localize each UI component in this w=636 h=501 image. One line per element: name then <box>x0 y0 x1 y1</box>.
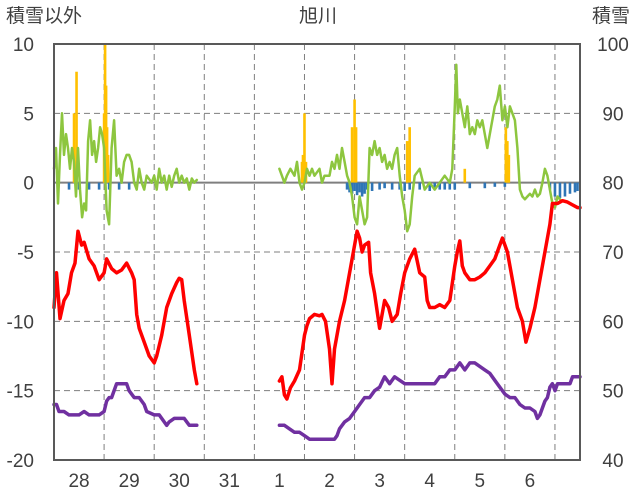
x-tick-label: 1 <box>274 471 285 492</box>
right-axis-label: 積雪 <box>592 5 630 27</box>
temperature-line <box>52 229 199 386</box>
snowfall-bar <box>105 127 109 183</box>
precip_negative-bar <box>353 182 356 191</box>
left-tick-label: -20 <box>7 451 34 472</box>
snowfall-bar <box>75 71 78 183</box>
snowfall-bar <box>303 113 306 183</box>
precip_negative-bar <box>358 182 361 193</box>
snowfall-bar <box>354 127 358 183</box>
gridlines <box>54 44 580 460</box>
snowfall-bar <box>350 127 354 183</box>
right-tick-label: 90 <box>602 104 623 125</box>
precip_negative-bar <box>363 182 366 194</box>
x-tick-label: 31 <box>219 471 240 492</box>
right-tick-label: 70 <box>602 243 623 264</box>
right-tick-label: 60 <box>602 312 623 333</box>
precip_negative-bar <box>493 182 497 187</box>
precip_negative-bar <box>350 182 354 194</box>
precip_negative-bar <box>453 182 457 190</box>
snowfall-bar <box>408 127 411 183</box>
left-tick-label: 5 <box>23 104 34 125</box>
precip_negative-bar <box>97 182 101 190</box>
left-tick-label: -10 <box>7 312 34 333</box>
precip_negative-bar <box>576 182 579 191</box>
precip_negative-bar <box>345 182 349 190</box>
x-tick-label: 30 <box>169 471 190 492</box>
precip_negative-bar <box>398 182 401 190</box>
precip_negative-bar <box>87 182 91 190</box>
precip_negative-bar <box>438 182 442 190</box>
left-tick-label: -15 <box>7 382 34 403</box>
left-tick-label: -5 <box>17 243 34 264</box>
precip_negative-bar <box>443 182 447 190</box>
snowfall-bar <box>504 127 508 183</box>
x-tick-label: 5 <box>475 471 486 492</box>
precip_negative-bar <box>355 182 359 196</box>
precip_negative-bar <box>468 182 472 189</box>
precip_negative-bar <box>127 182 131 190</box>
precip_negative-bar <box>67 182 71 190</box>
precip_negative-bar <box>448 182 452 190</box>
precip_negative-bar <box>573 182 577 193</box>
precip_negative-bar <box>370 182 374 191</box>
precip_negative-bar <box>403 182 406 191</box>
precip_negative-bar <box>117 182 121 190</box>
snowfall-bar <box>506 141 509 183</box>
precip_negative-bar <box>503 182 507 187</box>
snowfall-bar <box>353 99 356 183</box>
snowfall-bar <box>301 154 305 183</box>
precip_negative-bar <box>378 182 381 190</box>
right-tick-label: 100 <box>597 35 629 56</box>
precip_negative-bar <box>428 182 432 191</box>
x-tick-label: 29 <box>119 471 140 492</box>
wind-line <box>52 112 199 226</box>
precip_negative-bar <box>558 182 562 198</box>
snowfall-bar <box>405 141 409 183</box>
right-tick-label: 50 <box>602 382 623 403</box>
snowfall-bar <box>463 168 467 183</box>
precip_negative-bar <box>390 182 394 190</box>
left-axis-label: 積雪以外 <box>6 5 82 27</box>
snowfall-bar <box>106 154 110 183</box>
chart-title: 旭川 <box>299 5 337 27</box>
x-tick-label: 4 <box>424 471 435 492</box>
precip_negative-bar <box>483 182 487 189</box>
x-tick-label: 2 <box>324 471 335 492</box>
right-tick-label: 40 <box>602 451 623 472</box>
plot-frame <box>53 43 581 461</box>
left-tick-label: 10 <box>13 35 34 56</box>
snow_depth-line <box>52 381 199 428</box>
precip_negative-bar <box>360 182 364 197</box>
left-tick-label: 0 <box>23 174 34 195</box>
precip_negative-bar <box>433 182 437 190</box>
precip_negative-bar <box>408 182 411 190</box>
snowfall-bar <box>72 113 76 183</box>
right-tick-label: 80 <box>602 174 623 195</box>
precip_negative-bar <box>568 182 572 194</box>
wind-line <box>278 63 562 233</box>
temperature-line <box>277 198 582 401</box>
x-tick-label: 3 <box>374 471 385 492</box>
snow_depth-line <box>277 361 582 441</box>
lines-layer <box>52 63 582 441</box>
snowfall-bar <box>507 154 511 183</box>
x-tick-label: 6 <box>525 471 536 492</box>
precip_negative-bar <box>553 182 557 197</box>
precip_negative-bar <box>563 182 567 197</box>
precip_negative-bar <box>418 182 421 190</box>
precip_negative-bar <box>383 182 386 189</box>
x-tick-label: 28 <box>68 471 89 492</box>
